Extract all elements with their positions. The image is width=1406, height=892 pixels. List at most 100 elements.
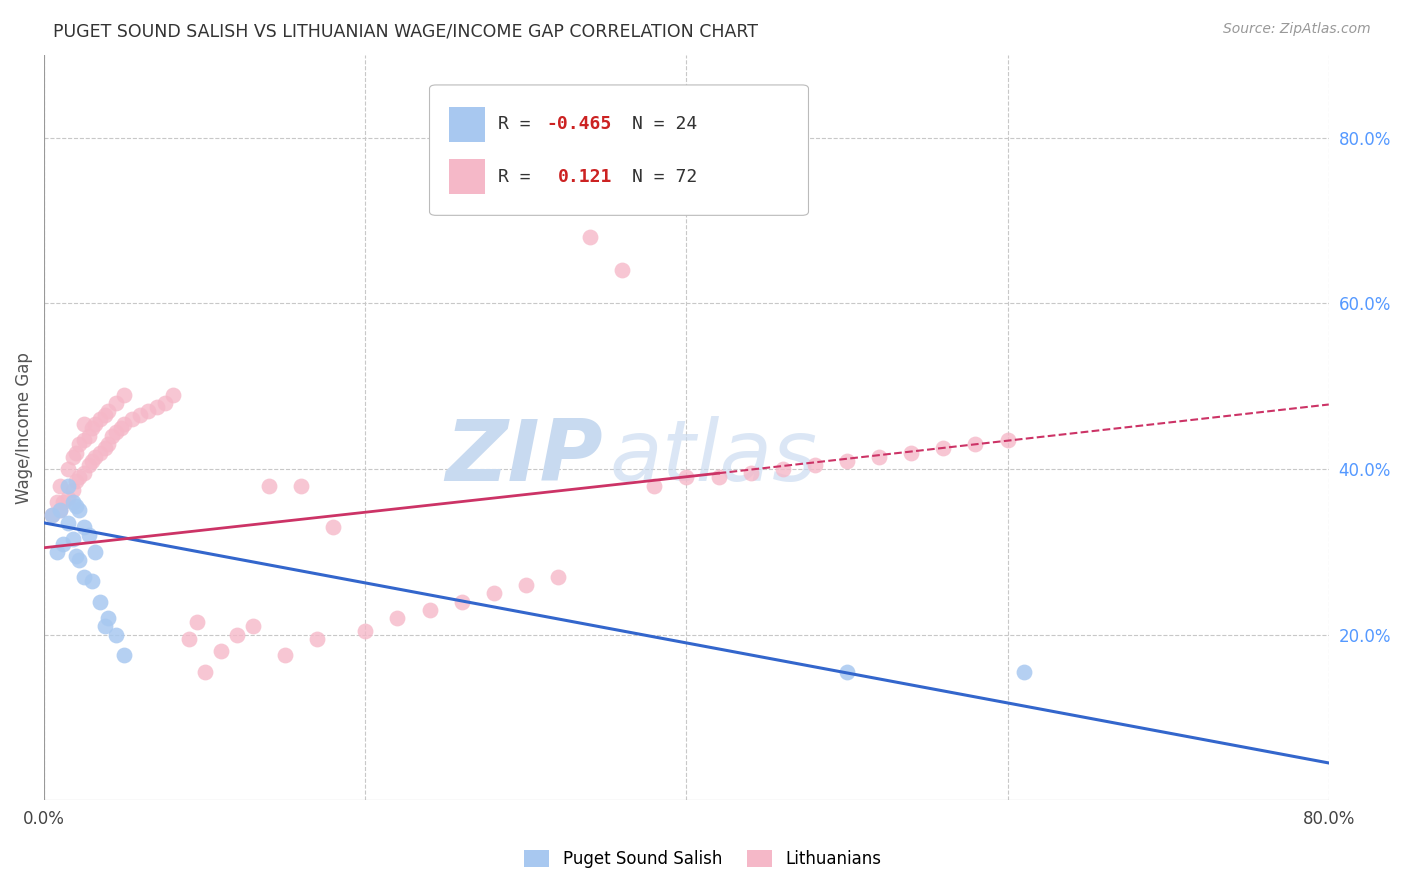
Point <box>94 442 117 456</box>
Point <box>612 263 634 277</box>
Point <box>242 619 264 633</box>
Point <box>138 404 160 418</box>
Point <box>177 632 200 646</box>
Text: Source: ZipAtlas.com: Source: ZipAtlas.com <box>1223 22 1371 37</box>
Text: N = 72: N = 72 <box>633 168 697 186</box>
Point <box>73 467 96 481</box>
Point <box>94 619 117 633</box>
Point <box>84 450 107 464</box>
Point <box>52 536 75 550</box>
Point <box>62 483 84 497</box>
Point <box>73 433 96 447</box>
Point <box>97 404 120 418</box>
Point <box>58 462 80 476</box>
Point <box>94 409 117 423</box>
Point <box>84 417 107 431</box>
Point <box>52 495 75 509</box>
FancyBboxPatch shape <box>449 159 485 194</box>
Point <box>65 475 87 489</box>
Text: 0.121: 0.121 <box>558 168 613 186</box>
Point <box>804 458 827 472</box>
Point <box>65 500 87 514</box>
Point <box>1012 665 1035 679</box>
Point <box>387 611 409 625</box>
Text: atlas: atlas <box>609 416 817 499</box>
Point <box>515 578 537 592</box>
Point <box>62 533 84 547</box>
Point <box>69 553 91 567</box>
Point <box>65 445 87 459</box>
Point <box>89 594 111 608</box>
Y-axis label: Wage/Income Gap: Wage/Income Gap <box>15 351 32 504</box>
Point <box>900 445 922 459</box>
Point <box>194 665 217 679</box>
Point <box>209 644 232 658</box>
FancyBboxPatch shape <box>429 85 808 215</box>
Point <box>49 503 72 517</box>
Text: R =: R = <box>498 168 553 186</box>
Point <box>73 417 96 431</box>
Point <box>153 396 176 410</box>
Point <box>965 437 987 451</box>
Point <box>58 491 80 505</box>
Point <box>105 425 128 439</box>
Text: N = 24: N = 24 <box>633 115 697 134</box>
Point <box>82 454 104 468</box>
Point <box>100 429 122 443</box>
Point <box>740 467 762 481</box>
Point <box>84 545 107 559</box>
Point <box>65 549 87 563</box>
Point <box>105 627 128 641</box>
Point <box>772 462 794 476</box>
Point <box>868 450 890 464</box>
FancyBboxPatch shape <box>449 106 485 143</box>
Point <box>274 648 297 663</box>
Point <box>97 611 120 625</box>
Point <box>77 528 100 542</box>
Point <box>675 470 697 484</box>
Legend: Puget Sound Salish, Lithuanians: Puget Sound Salish, Lithuanians <box>517 843 889 875</box>
Point <box>121 412 143 426</box>
Point <box>97 437 120 451</box>
Point <box>997 433 1019 447</box>
Point <box>73 570 96 584</box>
Point <box>41 508 63 522</box>
Point <box>418 603 440 617</box>
Point <box>46 545 69 559</box>
Point <box>58 516 80 530</box>
Point <box>73 520 96 534</box>
Point <box>307 632 329 646</box>
Point <box>69 503 91 517</box>
Point <box>41 508 63 522</box>
Point <box>69 437 91 451</box>
Point <box>62 495 84 509</box>
Point <box>105 396 128 410</box>
Point <box>82 420 104 434</box>
Point <box>579 230 602 244</box>
Point <box>112 417 135 431</box>
Point <box>186 615 208 630</box>
Text: ZIP: ZIP <box>446 416 603 499</box>
Text: PUGET SOUND SALISH VS LITHUANIAN WAGE/INCOME GAP CORRELATION CHART: PUGET SOUND SALISH VS LITHUANIAN WAGE/IN… <box>53 22 758 40</box>
Point <box>77 429 100 443</box>
Point <box>46 495 69 509</box>
Point <box>835 454 858 468</box>
Point <box>145 400 167 414</box>
Point <box>450 594 472 608</box>
Point <box>112 387 135 401</box>
Point <box>77 458 100 472</box>
Point <box>547 570 569 584</box>
Point <box>58 478 80 492</box>
Point <box>707 470 730 484</box>
Point <box>129 409 152 423</box>
Point <box>322 520 344 534</box>
Point <box>932 442 955 456</box>
Point <box>643 478 665 492</box>
Point <box>110 420 132 434</box>
Point <box>290 478 312 492</box>
Point <box>49 503 72 517</box>
Text: R =: R = <box>498 115 541 134</box>
Point <box>62 450 84 464</box>
Point <box>89 445 111 459</box>
Point <box>162 387 184 401</box>
